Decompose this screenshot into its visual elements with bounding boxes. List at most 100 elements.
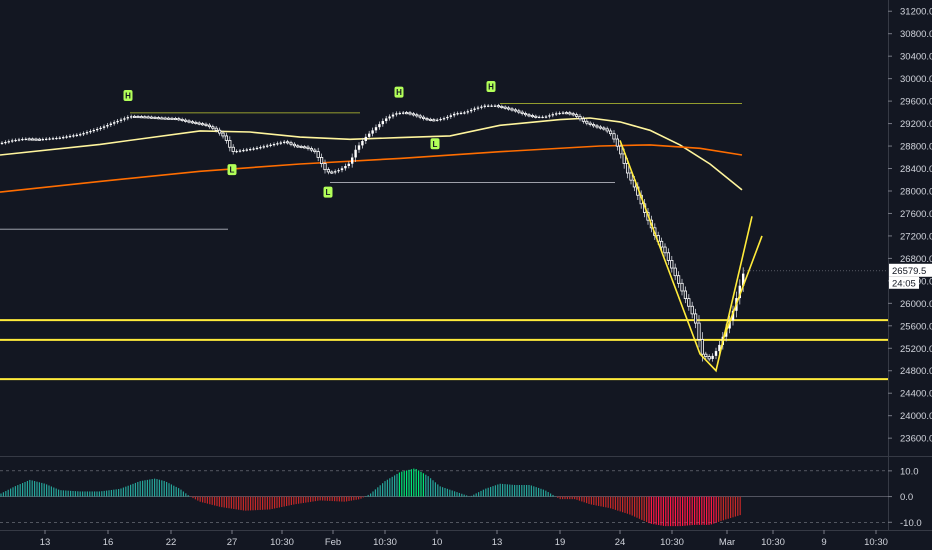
candle-body: [456, 113, 459, 115]
candle-body: [395, 113, 398, 115]
candle-body: [109, 123, 112, 126]
candle-body: [306, 146, 310, 149]
candle-body: [605, 128, 609, 132]
candle-body: [677, 275, 681, 284]
candle-body: [249, 149, 252, 151]
time-tick-label: 10:30: [660, 537, 684, 548]
candle-body: [609, 130, 613, 135]
price-tick-label: 28000.0: [900, 186, 932, 197]
candle-body: [347, 163, 350, 167]
time-tick-label: 10:30: [864, 537, 888, 548]
candle-body: [718, 344, 721, 352]
price-labels: 26579.524:05: [744, 263, 932, 289]
candle-body: [156, 117, 160, 120]
candle-body: [130, 116, 133, 118]
candle-body: [538, 116, 541, 119]
candle-body: [446, 116, 449, 119]
time-tick-label: 22: [166, 537, 177, 548]
time-axis[interactable]: 13 16 22 27 10:30 Feb 10:30 10 13 19 24 10:30 Mar 10:…: [0, 530, 932, 548]
candle-body: [7, 141, 10, 143]
candle-body: [418, 115, 422, 118]
candle-body: [231, 146, 235, 152]
price-tick-label: 28800.0: [900, 142, 932, 153]
swing-marker: [227, 164, 237, 176]
candle-body: [204, 123, 208, 126]
candle-body: [544, 116, 548, 118]
candle-body: [323, 163, 327, 171]
candle-body: [503, 106, 507, 109]
candle-body: [487, 105, 490, 107]
price-tick-label: 25200.0: [900, 344, 932, 355]
swing-marker: [323, 186, 333, 198]
candle-body: [62, 137, 65, 139]
candle-body: [374, 127, 378, 131]
candle-body: [564, 112, 569, 115]
candle-body: [313, 149, 317, 152]
candle-body: [146, 116, 150, 119]
candle-body: [272, 144, 276, 146]
candle-body: [704, 353, 708, 357]
candle-body: [4, 141, 7, 144]
candle-body: [595, 125, 599, 128]
price-pane[interactable]: H L L H L H: [0, 81, 888, 381]
candle-body: [534, 115, 538, 118]
swing-marker: [394, 86, 404, 98]
candle-body: [585, 120, 589, 124]
candle-body: [490, 105, 493, 107]
candle-body: [126, 117, 129, 119]
price-tick-label: 26000.0: [900, 299, 932, 310]
price-tick-label: 30000.0: [900, 74, 932, 85]
candle-body: [187, 120, 191, 123]
candle-body: [629, 172, 633, 181]
price-tick-label: 24000.0: [900, 411, 932, 422]
candle-body: [21, 138, 24, 141]
candle-body: [742, 273, 745, 286]
oscillator-tick-label: 0.0: [900, 492, 913, 503]
candle-body: [30, 138, 35, 141]
candle-body: [45, 138, 48, 140]
candle-body: [139, 116, 143, 119]
candle-body: [500, 105, 504, 108]
candle-body: [143, 116, 147, 119]
candle-body: [439, 118, 442, 121]
v-pattern-upper-line: [723, 235, 763, 338]
candle-body: [340, 168, 344, 171]
candle-body: [513, 109, 518, 112]
candle-body: [408, 112, 412, 115]
price-tick-label: 26800.0: [900, 254, 932, 265]
candle-body: [92, 129, 95, 132]
candle-body: [296, 145, 300, 148]
candle-body: [211, 126, 215, 129]
candle-body: [197, 122, 201, 125]
candle-body: [24, 138, 27, 141]
candle-body: [285, 141, 290, 144]
price-tick-label: 29200.0: [900, 119, 932, 130]
price-tick-label: 31200.0: [900, 7, 932, 18]
candle-body: [14, 139, 17, 142]
candle-body: [694, 313, 698, 324]
candle-body: [149, 116, 154, 119]
countdown-label: 24:05: [892, 278, 916, 289]
price-tick-label: 24400.0: [900, 389, 932, 400]
time-tick-label: 10:30: [761, 537, 785, 548]
candle-body: [612, 133, 616, 140]
candle-body: [279, 142, 282, 144]
candle-body: [79, 134, 82, 136]
candle-body: [292, 143, 297, 147]
candle-body: [214, 127, 218, 131]
time-tick-label: 19: [555, 537, 566, 548]
candle-body: [368, 133, 371, 137]
candle-body: [496, 105, 501, 108]
candle-body: [224, 135, 228, 141]
candle-body: [463, 112, 466, 114]
oscillator-pane[interactable]: [0, 456, 932, 527]
candle-body: [183, 119, 188, 122]
candle-body: [99, 127, 102, 130]
candle-body: [493, 105, 497, 107]
candle-body: [371, 130, 374, 134]
candle-body: [388, 116, 391, 119]
candle-body: [578, 115, 582, 120]
candle-body: [276, 143, 279, 145]
candle-body: [663, 246, 667, 254]
